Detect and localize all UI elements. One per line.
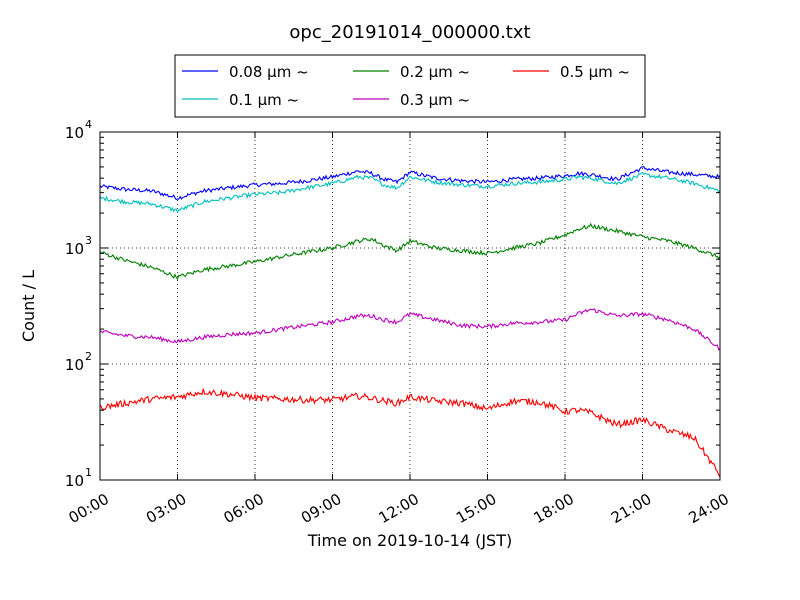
y-tick-label: 10 bbox=[65, 124, 84, 142]
series-line bbox=[99, 222, 721, 281]
series-lines bbox=[99, 165, 721, 478]
legend: 0.08 μm ~ 0.1 μm ~ 0.2 μm ~ 0.3 μm ~ 0.5 μm … bbox=[174, 54, 646, 118]
y-axis-label: Count / L bbox=[19, 270, 38, 342]
series-line bbox=[99, 172, 721, 214]
legend-label: 0.08 μm ~ bbox=[229, 63, 309, 81]
series-line bbox=[99, 388, 721, 478]
y-tick-exponent: 4 bbox=[85, 118, 92, 131]
legend-label: 0.2 μm ~ bbox=[400, 63, 470, 81]
plot-area bbox=[100, 132, 720, 480]
legend-label: 0.5 μm ~ bbox=[560, 63, 630, 81]
legend-label: 0.3 μm ~ bbox=[400, 91, 470, 109]
y-tick-exponent: 1 bbox=[85, 466, 92, 479]
gridlines bbox=[100, 132, 720, 480]
x-axis-label: Time on 2019-10-14 (JST) bbox=[307, 531, 512, 550]
y-tick-exponent: 3 bbox=[85, 234, 92, 247]
y-tick-exponent: 2 bbox=[85, 350, 92, 363]
y-tick-label: 10 bbox=[65, 472, 84, 490]
y-tick-label: 10 bbox=[65, 356, 84, 374]
chart-title: opc_20191014_000000.txt bbox=[289, 22, 530, 43]
y-tick-label: 10 bbox=[65, 240, 84, 258]
legend-label: 0.1 μm ~ bbox=[229, 91, 299, 109]
series-line bbox=[99, 165, 721, 201]
legend-box bbox=[174, 54, 646, 118]
series-line bbox=[99, 308, 721, 351]
